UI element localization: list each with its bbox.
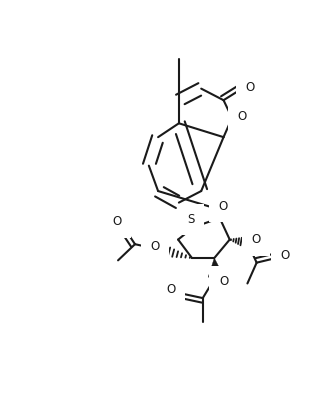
- Text: O: O: [219, 275, 228, 288]
- Text: O: O: [218, 200, 227, 213]
- Text: O: O: [280, 249, 290, 262]
- Text: O: O: [166, 283, 176, 296]
- Text: O: O: [112, 215, 121, 228]
- Polygon shape: [208, 258, 223, 277]
- Text: O: O: [237, 110, 247, 123]
- Text: O: O: [246, 81, 255, 94]
- Text: S: S: [187, 213, 195, 226]
- Text: O: O: [251, 233, 260, 246]
- Text: O: O: [150, 240, 160, 253]
